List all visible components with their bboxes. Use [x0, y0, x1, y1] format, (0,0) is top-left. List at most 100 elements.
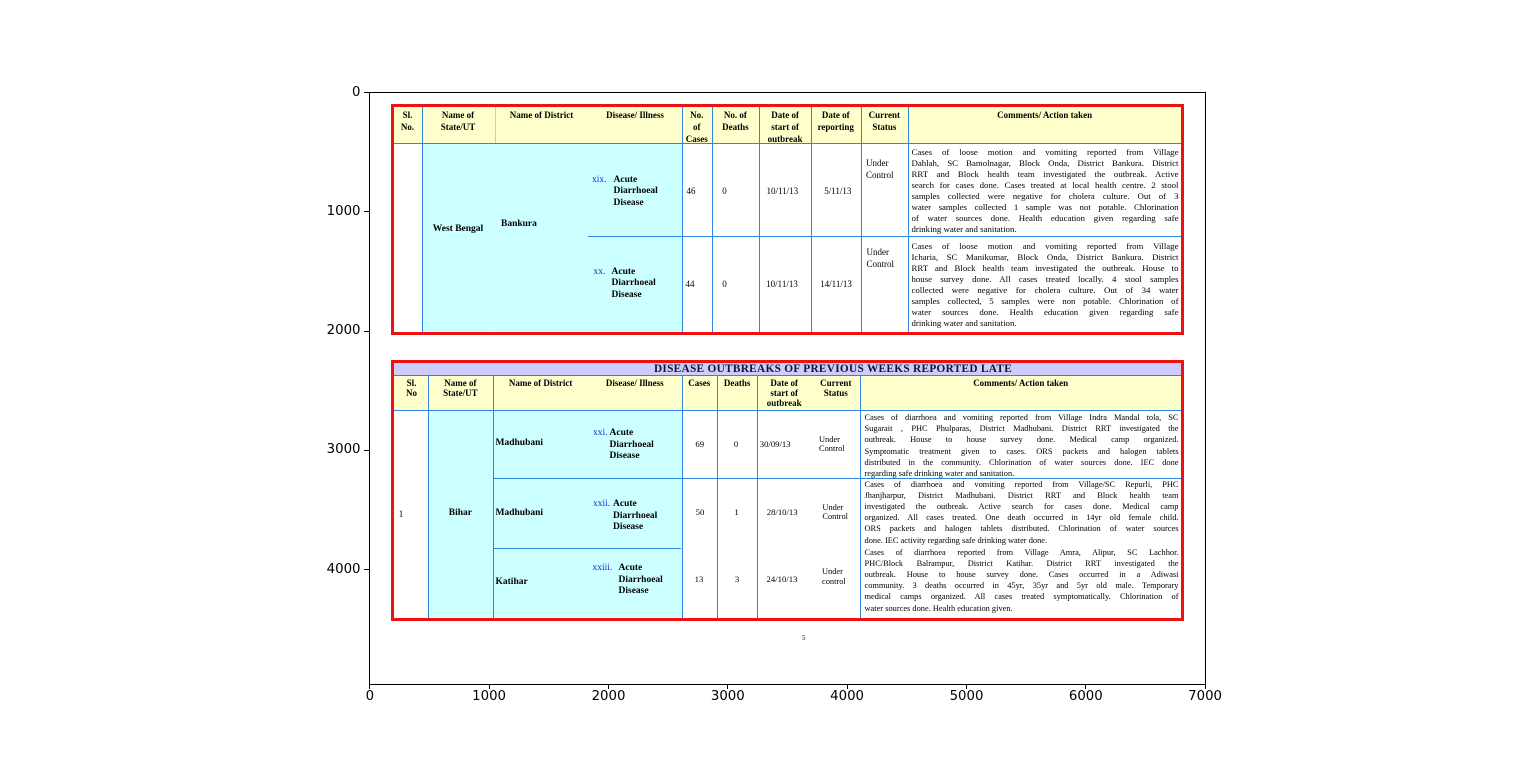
grid-line	[588, 236, 1181, 237]
x-tick-label: 2000	[591, 689, 626, 704]
table1-header-cases: No. of Cases	[685, 109, 708, 145]
table2-row1-date: 30/09/13	[759, 438, 791, 449]
table2-sl-cell: 1	[398, 508, 404, 519]
grid-line	[711, 107, 713, 332]
table1-row2-date-report: 14/11/13	[820, 278, 852, 289]
page-number: 5	[802, 634, 806, 642]
table2-row2-comments: Cases of diarrhoea and vomiting reported…	[864, 479, 1179, 545]
table2-row2-deaths: 1	[734, 507, 739, 517]
table1-header-date-start: Date of start of outbreak	[767, 109, 803, 145]
table1-row2-comments: Cases of loose motion and vomiting repor…	[911, 240, 1179, 328]
table1-row1-disease: Acute Diarrhoeal Disease	[613, 174, 658, 209]
table2-row2-date: 28/10/13	[766, 507, 798, 517]
x-tick-label: 6000	[1068, 689, 1103, 704]
y-tick-label: 0	[352, 84, 361, 100]
table2-header-cases: Cases	[688, 377, 711, 388]
table1-header-status: Current Status	[868, 109, 901, 132]
x-tick-label: 0	[365, 689, 375, 704]
x-tick-label: 4000	[830, 689, 865, 704]
x-tick	[369, 683, 371, 689]
table1-row1-cases: 46	[686, 186, 696, 196]
table2-row2-disease: Acute Diarrhoeal Disease	[613, 499, 658, 532]
grid-line	[493, 478, 1181, 479]
table1-header-disease: Disease/ Illness	[606, 109, 664, 120]
table2-header-comments: Comments/ Action taken	[973, 377, 1069, 388]
table1-header-district: Name of District	[509, 109, 574, 120]
table2-header-state: Name of State/UT	[443, 377, 478, 398]
table2-row1-comments: Cases of diarrhoea and vomiting reported…	[864, 413, 1179, 479]
table1-district-cell: Bankura	[501, 219, 537, 229]
x-tick-label: 3000	[710, 689, 745, 704]
grid-line	[427, 375, 429, 618]
x-tick	[1204, 683, 1206, 689]
table1-header-state: Name of State/UT	[440, 109, 476, 132]
table1-row1-date-start: 10/11/13	[766, 186, 799, 196]
table2-title-band	[393, 362, 1181, 376]
table2-row1-serial: xxi.	[593, 428, 608, 438]
table2-row2-status: Under Control	[822, 503, 848, 522]
y-tick	[364, 330, 369, 332]
grid-line	[493, 548, 682, 549]
grid-line	[494, 143, 496, 332]
table1-header-deaths: No. of Deaths	[722, 109, 749, 132]
table2-header-band	[393, 375, 1181, 411]
table1-header-date-report: Date of reporting	[817, 109, 854, 132]
grid-line	[682, 107, 683, 332]
table2-row1-disease: Acute Diarrhoeal Disease	[609, 428, 654, 461]
table2-row3-status: Under control	[822, 567, 846, 587]
table1-row1-serial: xix.	[592, 174, 607, 185]
grid-line	[393, 410, 1181, 411]
y-tick	[364, 92, 369, 93]
table2-title: DISEASE OUTBREAKS OF PREVIOUS WEEKS REPO…	[653, 363, 1013, 375]
table2-header-disease: Disease/ Illness	[605, 377, 664, 388]
y-tick-label: 2000	[326, 323, 361, 339]
table1-header-sl: Sl. No.	[400, 109, 415, 132]
grid-line	[860, 107, 862, 332]
table2-row3-disease: Acute Diarrhoeal Disease	[618, 563, 663, 596]
table2-header-status: Current Status	[820, 377, 852, 398]
grid-line	[393, 375, 1181, 376]
table2-row1-cases: 69	[695, 438, 705, 449]
x-tick	[846, 683, 848, 689]
table1-row1-deaths: 0	[722, 186, 727, 196]
x-tick	[488, 683, 490, 689]
y-tick	[364, 211, 369, 213]
table2-row1-district: Madhubani	[495, 438, 544, 448]
y-tick-label: 4000	[326, 561, 361, 577]
table2-row3-comments: Cases of diarrhoea reported from Village…	[864, 547, 1179, 613]
grid-line	[494, 107, 496, 144]
table1-header-band	[393, 107, 1181, 144]
y-tick-label: 1000	[326, 203, 361, 219]
table2-row3-date: 24/10/13	[766, 574, 798, 585]
table2-row3-cases: 13	[694, 574, 704, 585]
table1-state-district-band	[421, 143, 683, 332]
grid-line	[860, 375, 862, 618]
y-tick-label: 3000	[326, 442, 361, 458]
table1-row1-comments: Cases of loose motion and vomiting repor…	[911, 147, 1179, 235]
grid-line	[811, 107, 812, 332]
x-tick	[966, 683, 967, 689]
x-tick	[608, 683, 609, 689]
x-tick	[727, 683, 729, 689]
table2-row3-district: Katihar	[495, 577, 528, 587]
table1-header-comments: Comments/ Action taken	[997, 109, 1093, 120]
x-tick-label: 5000	[949, 689, 984, 704]
table2-row1-deaths: 0	[733, 438, 739, 449]
grid-line	[908, 107, 910, 332]
y-tick	[364, 449, 369, 451]
grid-line	[717, 375, 718, 618]
table1-row1-date-report: 5/11/13	[824, 186, 852, 196]
table2-header-date-start: Date of start of outbreak	[766, 377, 802, 408]
x-tick	[1085, 683, 1087, 689]
grid-line	[759, 107, 761, 332]
grid-line	[493, 375, 495, 618]
table1-row2-status: Under Control	[866, 246, 895, 269]
table2-header-district: Name of District	[508, 377, 573, 388]
table1-row1-status: Under Control	[866, 157, 894, 180]
table2-header-sl: Sl. No	[406, 377, 417, 398]
table1-row2-disease: Acute Diarrhoeal Disease	[611, 266, 656, 301]
grid-line	[681, 375, 683, 618]
table2-row3-serial: xxiii.	[592, 563, 613, 573]
table1-row2-cases: 44	[685, 278, 695, 289]
